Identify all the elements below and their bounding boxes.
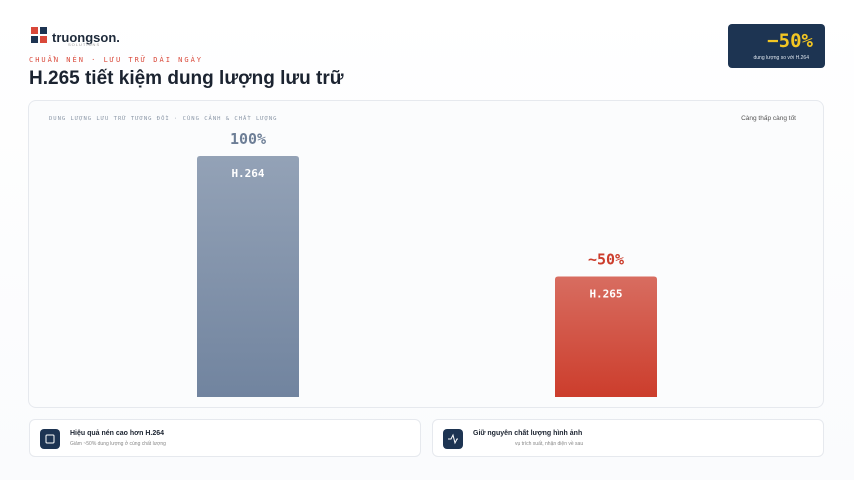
chart: DUNG LƯỢNG LƯU TRỮ TƯƠNG ĐỐI · CÙNG CẢNH… <box>49 113 796 397</box>
eyebrow: CHUẨN NÉN · LƯU TRỮ DÀI NGÀY <box>29 56 204 64</box>
category-label: H.264 <box>231 167 264 180</box>
logo-sub: SOLUTIONS <box>68 42 101 47</box>
card-text: Giảm ~50% dung lượng ở cùng chất lượng <box>70 441 166 447</box>
badge-label: dung lượng so với H.264 <box>753 55 810 61</box>
title: H.265 tiết kiệm dung lượng lưu trữ <box>29 68 344 89</box>
value-label: 100% <box>230 130 266 148</box>
card-title: Hiệu quả nén cao hơn H.264 <box>70 430 165 437</box>
chart-note: Càng thấp càng tốt <box>741 113 796 122</box>
chart-panel: DUNG LƯỢNG LƯU TRỮ TƯƠNG ĐỐI · CÙNG CẢNH… <box>28 100 824 408</box>
card-icon <box>40 429 60 449</box>
category-label: H.265 <box>589 288 622 301</box>
logo: truongson. <box>52 30 120 45</box>
badge: −50% dung lượng so với H.264 <box>728 24 825 68</box>
bar <box>197 156 299 397</box>
card: Giữ nguyên chất lượng hình ảnh vụ trích … <box>432 419 824 457</box>
card-title: Giữ nguyên chất lượng hình ảnh <box>473 430 583 437</box>
card: Hiệu quả nén cao hơn H.264 Giảm ~50% dun… <box>29 419 421 457</box>
card-icon <box>443 429 463 449</box>
chart-subtitle: DUNG LƯỢNG LƯU TRỮ TƯƠNG ĐỐI · CÙNG CẢNH… <box>49 114 278 122</box>
logo-icon <box>31 27 47 43</box>
card-text: vụ trích xuất, nhận diện về sau <box>515 441 584 447</box>
value-label: ~50% <box>588 251 624 269</box>
bar <box>555 276 657 397</box>
badge-value: −50% <box>767 30 813 52</box>
